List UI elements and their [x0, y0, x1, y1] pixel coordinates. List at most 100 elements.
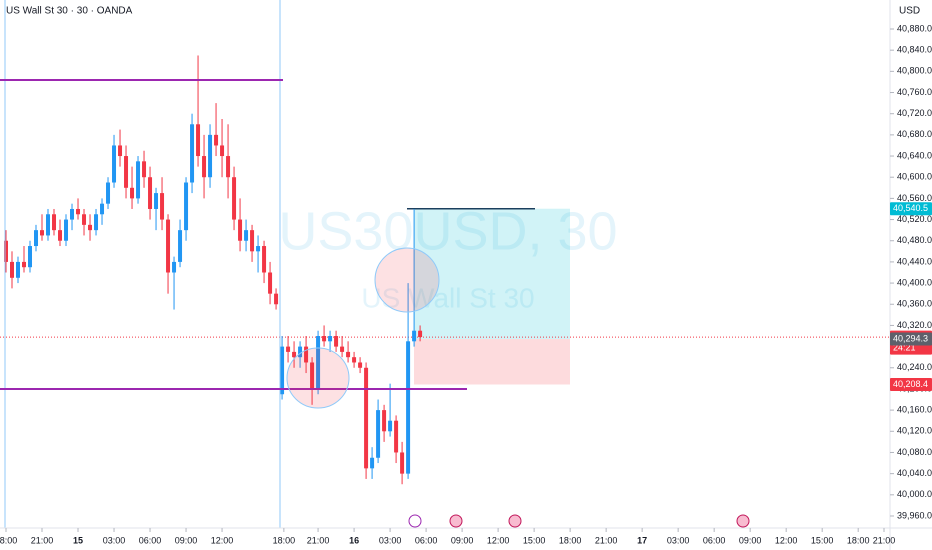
candle-body — [280, 346, 285, 395]
candle-body — [238, 219, 243, 241]
y-tick-label: 40,040.0 — [897, 468, 932, 478]
candle-body — [412, 330, 417, 342]
candle-body — [418, 330, 423, 338]
y-tick-label: 40,000.0 — [897, 489, 932, 499]
candle-body — [154, 193, 159, 209]
candle-body — [184, 182, 189, 231]
price-badge — [890, 378, 932, 392]
candle-body — [364, 367, 369, 469]
candle-body — [94, 214, 99, 231]
loss-zone — [414, 339, 570, 385]
candle-body — [268, 272, 273, 294]
candle-body — [22, 261, 27, 268]
candle-body — [130, 187, 135, 199]
x-tick-label: 03:00 — [379, 535, 402, 545]
watermark: US30USD, 30 US Wall St 30 — [278, 201, 617, 313]
candle-body — [214, 134, 219, 146]
x-tick-label: 09:00 — [175, 535, 198, 545]
candle-body — [124, 156, 129, 188]
candle-body — [160, 193, 165, 220]
watermark-name: US Wall St 30 — [361, 282, 534, 313]
countdown: 24:21 — [893, 342, 916, 352]
price-badge — [890, 202, 932, 216]
candle-body — [4, 240, 9, 262]
candle-body — [112, 145, 117, 183]
candle-body — [274, 293, 279, 305]
y-tick-label: 40,520.0 — [897, 214, 932, 224]
circle-drawing — [286, 347, 350, 409]
candle-body — [46, 214, 51, 236]
x-tick-label: 06:00 — [415, 535, 438, 545]
candle-body — [370, 457, 375, 469]
candle-body — [52, 214, 57, 231]
event-icon — [408, 514, 422, 528]
y-tick-label: 40,400.0 — [897, 277, 932, 287]
x-tick-label: 15 — [73, 535, 83, 545]
x-tick-label: 09:00 — [451, 535, 474, 545]
candle-body — [208, 134, 213, 178]
x-tick-label: 12:00 — [211, 535, 234, 545]
candle-body — [358, 362, 363, 368]
candle-body — [172, 261, 177, 273]
candle-body — [262, 246, 267, 273]
candle-body — [220, 145, 225, 157]
x-tick-label: 21:00 — [873, 535, 896, 545]
candle-body — [232, 177, 237, 220]
candle-body — [190, 124, 195, 183]
y-tick-label: 40,880.0 — [897, 23, 932, 33]
candle-body — [310, 362, 315, 389]
candle-body — [10, 261, 15, 278]
currency: USD — [899, 6, 920, 17]
candle-body — [334, 336, 339, 347]
y-tick-label: 40,760.0 — [897, 87, 932, 97]
price-badge — [890, 332, 932, 346]
candle-body — [394, 420, 399, 453]
candle-body — [298, 346, 303, 358]
candle-body — [304, 346, 309, 363]
candle-body — [136, 161, 141, 199]
x-tick-label: 18:00 — [847, 535, 870, 545]
candle-body — [64, 219, 69, 241]
profit-zone — [414, 208, 570, 340]
candle-body — [340, 346, 345, 352]
candle-body — [382, 410, 387, 432]
x-tick-label: 18:00 — [0, 535, 17, 545]
x-tick-label: 15:00 — [811, 535, 834, 545]
event-icon — [508, 514, 522, 528]
candle-body — [82, 214, 87, 225]
candle-body — [346, 351, 351, 358]
x-tick-label: 06:00 — [703, 535, 726, 545]
candle-body — [316, 336, 321, 389]
x-tick-label: 15:00 — [523, 535, 546, 545]
circle-drawing — [374, 247, 440, 313]
y-tick-label: 40,160.0 — [897, 404, 932, 414]
y-tick-label: 40,600.0 — [897, 172, 932, 182]
candle-body — [100, 203, 105, 215]
candle-body — [166, 219, 171, 273]
y-tick-label: 40,720.0 — [897, 108, 932, 118]
candle-body — [388, 420, 393, 432]
y-tick-label: 40,560.0 — [897, 193, 932, 203]
y-tick-label: 40,240.0 — [897, 362, 932, 372]
candle-body — [256, 246, 261, 252]
candle-body — [106, 182, 111, 204]
x-tick-label: 21:00 — [307, 535, 330, 545]
candle-body — [16, 261, 21, 278]
candle-body — [76, 208, 81, 215]
candle-body — [226, 156, 231, 178]
event-icon — [449, 514, 463, 528]
x-tick-label: 12:00 — [487, 535, 510, 545]
candle-body — [178, 230, 183, 262]
event-icon — [736, 514, 750, 528]
candle-body — [118, 145, 123, 157]
x-tick-label: 06:00 — [139, 535, 162, 545]
x-tick-label: 21:00 — [31, 535, 54, 545]
watermark-symbol: US30USD, 30 — [278, 201, 617, 261]
price-badge-label: 40,208.4 — [893, 379, 928, 389]
candle-body — [322, 336, 327, 342]
candle-body — [196, 124, 201, 157]
candle-body — [34, 230, 39, 247]
x-tick-label: 21:00 — [595, 535, 618, 545]
